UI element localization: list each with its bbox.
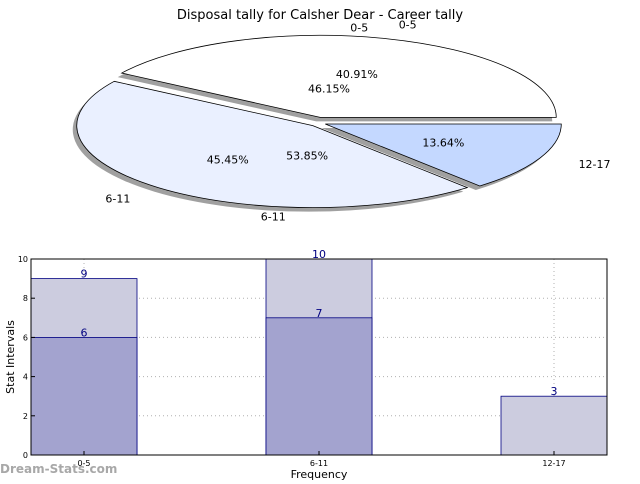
pie-slice-outer-12-17 [321,123,562,190]
bar-series0-12-17 [500,395,608,456]
pie-pct-label-inner-0-5: 46.15% [308,83,350,96]
pie-slice-shape-outer-0-5 [120,35,557,118]
bar-ytick-label-2: 4 [23,373,28,382]
bar-series1-0-5 [30,336,138,456]
pie-slice-shape-outer-12-17 [325,123,562,187]
watermark: Dream-Stats.com [0,462,118,476]
bar-y-axis-label: Stat Intervals [4,320,17,394]
pie-pct-label-inner-6-11: 53.85% [286,149,328,162]
pie-slice-outer-0-5 [117,35,557,122]
bar-chart: 9 10 3 6 7 0 2 4 6 8 10 0-5 6-11 12-17 Frequency Stat I… [4,248,608,481]
bar-ytick-label-1: 2 [23,412,28,421]
pie-category-label-outer-0-5: 0-5 [399,19,417,32]
bar-value-label-series1-6-11: 7 [316,307,323,320]
pie-chart-title: Disposal tally for Calsher Dear - Career… [177,8,463,23]
pie-pct-label-outer-6-11: 45.45% [207,154,249,167]
bar-xtick-label-0-5: 0-5 [77,459,90,468]
bar-value-label-series0-0-5: 9 [81,268,88,281]
bar-xtick-label-12-17: 12-17 [542,459,565,468]
bar-ytick-label-5: 10 [18,255,28,264]
pie-category-label-outer-12-17: 12-17 [579,158,611,171]
bar-ytick-label-4: 8 [23,294,28,303]
pie-category-label-inner-0-5: 0-5 [350,22,368,35]
bar-value-label-series0-12-17: 3 [551,385,558,398]
bar-ytick-label-0: 0 [23,451,28,460]
bar-value-label-series1-0-5: 6 [81,326,88,339]
bar-value-label-series0-6-11: 10 [312,248,326,261]
pie-pct-label-outer-0-5: 40.91% [336,68,378,81]
pie-category-label-outer-6-11: 6-11 [105,193,130,206]
pie-chart: 40.91% 0-5 45.45% 6-11 13.64% 12-17 46.15% 0-5 5… [72,19,611,223]
bar-ytick-label-3: 6 [23,333,28,342]
bar-x-axis-label: Frequency [291,468,348,480]
bar-series1-6-11 [265,317,373,456]
pie-pct-label-outer-12-17: 13.64% [422,137,464,150]
bar-xtick-label-6-11: 6-11 [310,459,328,468]
pie-slice-outer-6-11 [72,80,469,212]
pie-category-label-inner-6-11: 6-11 [261,210,286,223]
pie-slice-shape-outer-6-11 [76,80,469,209]
